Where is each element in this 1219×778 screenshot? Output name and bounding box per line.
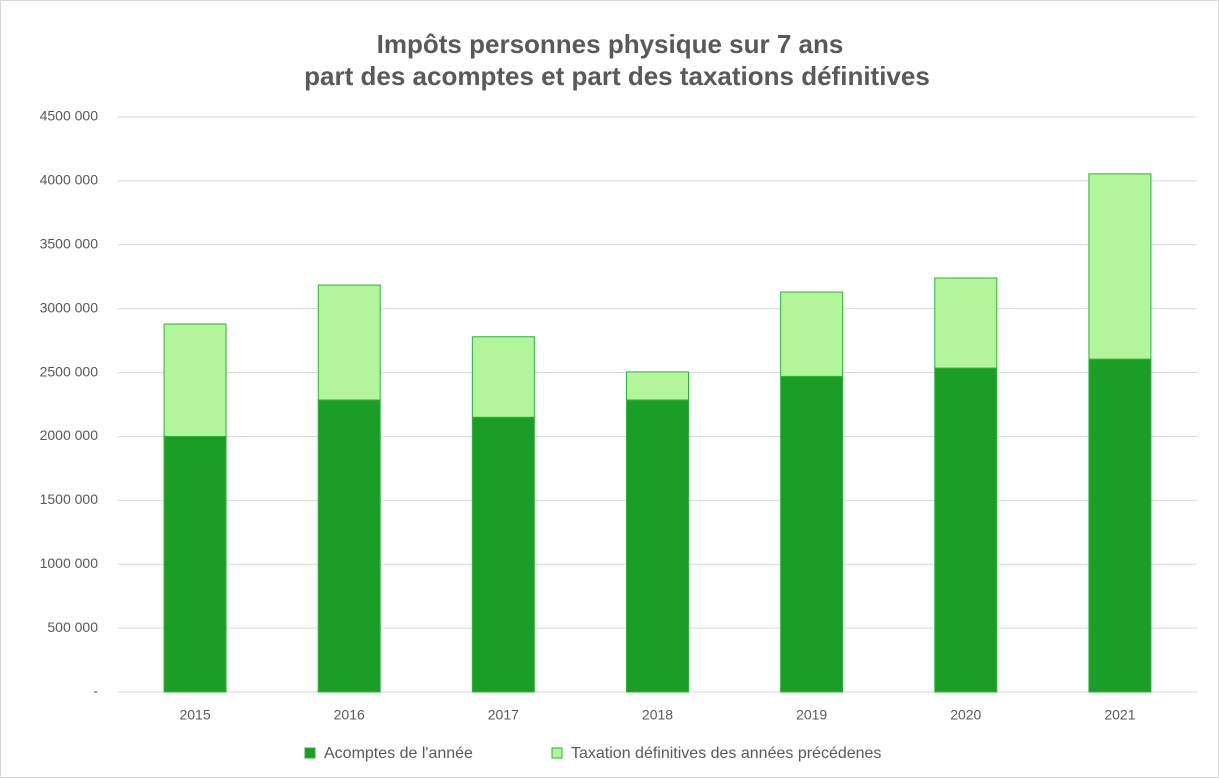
bar-segment	[934, 367, 998, 693]
legend-label: Taxation définitives des années précéden…	[571, 745, 881, 762]
bar-segment	[317, 284, 381, 401]
bar-segment	[163, 435, 227, 693]
bar-segment	[1088, 173, 1152, 360]
chart-title: part des acomptes et part des taxations …	[304, 61, 930, 91]
bar-segment	[780, 375, 844, 693]
bar-segment	[780, 291, 844, 377]
bar-segment	[626, 399, 689, 693]
x-tick-label: 2016	[334, 707, 365, 723]
y-tick-label: -	[93, 683, 98, 699]
bar-segment	[471, 416, 535, 693]
x-tick-label: 2017	[488, 707, 519, 723]
legend-label: Acomptes de l'année	[324, 745, 473, 762]
bar-segment	[317, 399, 381, 693]
x-tick-label: 2015	[179, 707, 210, 723]
x-tick-label: 2021	[1104, 707, 1135, 723]
x-tick-label: 2018	[642, 707, 673, 723]
y-tick-label: 4500 000	[40, 108, 99, 124]
y-tick-label: 500 000	[47, 619, 98, 635]
legend-swatch	[551, 747, 563, 759]
y-tick-label: 1000 000	[40, 555, 99, 571]
bar-segment	[471, 336, 535, 418]
bar-segment	[163, 323, 227, 437]
bar-segment	[1088, 358, 1152, 693]
x-tick-label: 2020	[950, 707, 981, 723]
x-tick-label: 2019	[796, 707, 827, 723]
legend-swatch	[304, 747, 316, 759]
y-tick-label: 1500 000	[40, 491, 99, 507]
bar-segment	[626, 371, 689, 401]
bar-segment	[934, 277, 998, 369]
y-tick-label: 4000 000	[40, 172, 99, 188]
y-tick-label: 3500 000	[40, 235, 99, 251]
chart-title: Impôts personnes physique sur 7 ans	[377, 29, 844, 59]
y-tick-label: 2000 000	[40, 427, 99, 443]
y-tick-label: 2500 000	[40, 363, 99, 379]
y-tick-label: 3000 000	[40, 299, 99, 315]
